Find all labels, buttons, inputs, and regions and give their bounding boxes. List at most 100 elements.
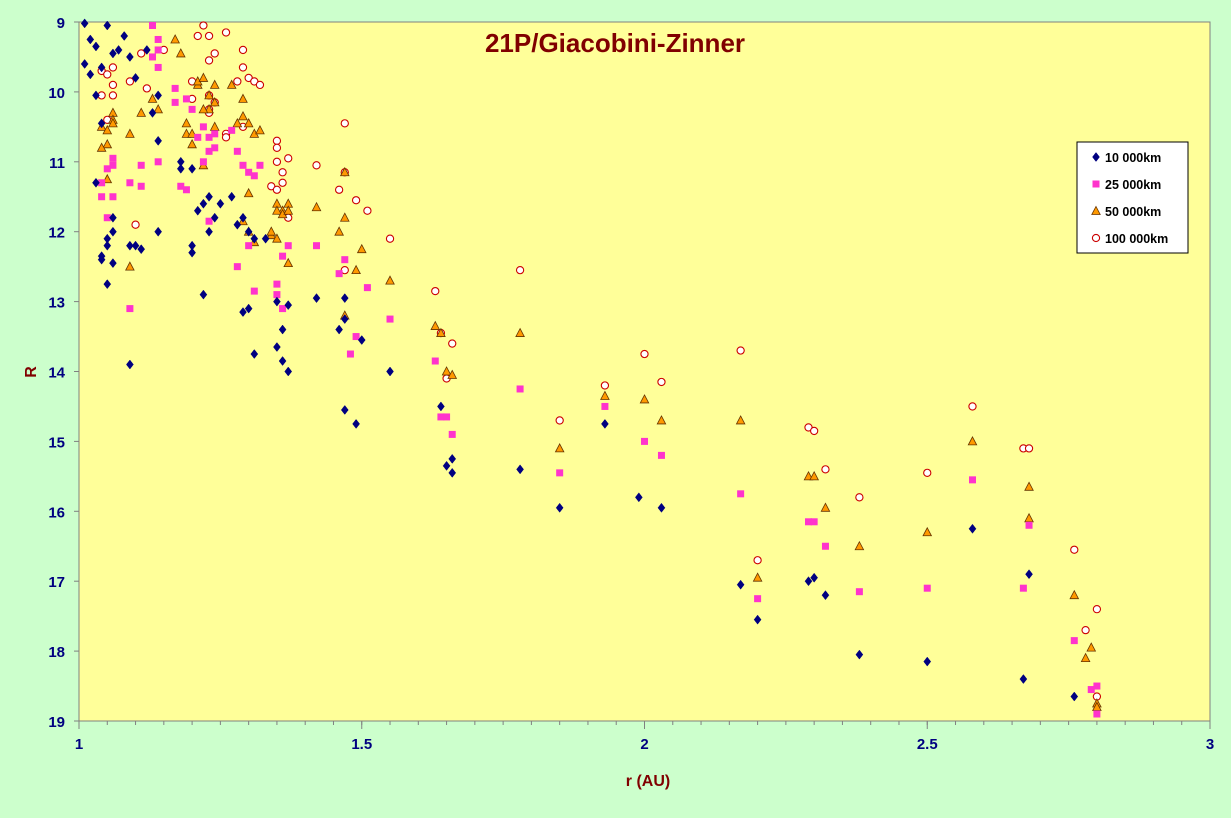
y-tick-label: 19 xyxy=(48,714,65,731)
data-point xyxy=(211,144,219,152)
data-point xyxy=(233,147,241,155)
data-point xyxy=(820,502,831,512)
data-point xyxy=(923,584,931,592)
data-point xyxy=(1019,584,1027,592)
data-point xyxy=(188,163,196,174)
data-point xyxy=(233,77,242,86)
data-point xyxy=(431,286,440,296)
data-point xyxy=(855,493,864,502)
data-point xyxy=(194,133,202,141)
data-point xyxy=(154,63,162,71)
data-point xyxy=(177,182,185,190)
data-point xyxy=(1070,637,1078,645)
chart-title: 21P/Giacobini-Zinner xyxy=(485,28,745,58)
y-tick-label: 13 xyxy=(48,295,65,312)
data-point xyxy=(103,240,112,251)
data-point xyxy=(273,291,281,299)
data-point xyxy=(1093,710,1101,718)
data-point xyxy=(335,324,343,335)
data-point xyxy=(243,187,254,198)
data-point xyxy=(923,656,932,667)
data-point xyxy=(232,117,243,128)
data-point xyxy=(102,138,113,149)
data-point xyxy=(284,300,293,311)
data-point xyxy=(341,256,349,264)
x-tick-label: 1.5 xyxy=(351,736,372,753)
data-point xyxy=(804,576,813,587)
plot-area xyxy=(78,21,1211,722)
data-point xyxy=(131,240,140,251)
legend-label: 100 000km xyxy=(1105,232,1168,246)
data-point xyxy=(736,579,745,590)
data-point xyxy=(821,590,830,601)
x-axis-label: r (AU) xyxy=(626,773,670,790)
data-point xyxy=(272,205,282,215)
data-point xyxy=(238,45,248,55)
data-point xyxy=(126,52,134,62)
legend-marker xyxy=(1092,180,1100,188)
data-point xyxy=(821,465,830,474)
data-point xyxy=(340,119,349,128)
data-point xyxy=(109,212,117,223)
data-point xyxy=(436,327,446,337)
data-point xyxy=(334,185,344,194)
data-point xyxy=(810,426,819,436)
data-point xyxy=(555,416,564,425)
data-point xyxy=(635,492,643,503)
data-point xyxy=(1092,605,1102,614)
data-point xyxy=(448,453,457,464)
data-point xyxy=(272,143,282,152)
data-point xyxy=(108,63,118,72)
data-point xyxy=(255,80,265,90)
data-point xyxy=(96,142,107,152)
data-point xyxy=(216,198,225,209)
y-tick-label: 10 xyxy=(48,85,65,102)
data-point xyxy=(244,226,253,237)
data-point xyxy=(154,35,162,43)
data-point xyxy=(273,342,281,352)
data-point xyxy=(854,540,865,551)
data-point xyxy=(205,217,213,225)
data-point xyxy=(448,467,457,478)
data-point xyxy=(278,168,287,177)
data-point xyxy=(255,124,265,135)
data-point xyxy=(753,614,762,625)
data-point xyxy=(154,158,162,166)
series-square xyxy=(98,21,1101,718)
data-point xyxy=(210,212,219,223)
data-point xyxy=(239,212,247,223)
data-point xyxy=(148,107,157,118)
data-point xyxy=(968,402,977,411)
data-point xyxy=(656,415,667,425)
y-axis-label: R xyxy=(23,366,40,378)
data-point xyxy=(516,385,524,393)
data-point xyxy=(97,118,106,129)
data-point xyxy=(126,305,134,313)
legend-marker xyxy=(1091,233,1101,243)
data-point xyxy=(363,284,371,292)
data-point xyxy=(198,72,209,82)
data-point xyxy=(250,172,258,180)
data-point xyxy=(352,333,360,341)
data-point xyxy=(136,107,147,117)
data-point xyxy=(448,430,456,438)
axes: 9 10 11 12 13 14 15 16 17 18 19 1 1.5 2 2.5 3 xyxy=(48,15,1214,753)
data-point xyxy=(97,251,106,262)
data-point xyxy=(1070,545,1079,554)
data-point xyxy=(311,201,322,212)
data-point xyxy=(273,280,281,288)
data-point xyxy=(109,48,117,59)
data-point xyxy=(284,154,293,163)
data-point xyxy=(601,402,609,410)
data-point xyxy=(385,275,395,285)
data-point xyxy=(109,226,117,237)
data-point xyxy=(250,349,259,359)
data-point xyxy=(209,79,220,89)
data-point xyxy=(245,242,253,250)
data-point xyxy=(199,21,208,30)
data-point xyxy=(804,518,812,526)
data-point xyxy=(238,63,248,72)
data-point xyxy=(221,28,231,37)
x-tick-label: 3 xyxy=(1206,736,1214,753)
